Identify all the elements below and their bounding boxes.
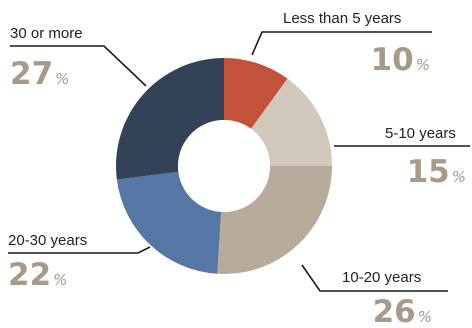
donut-slice <box>116 171 222 274</box>
donut-slice <box>115 57 224 180</box>
slice-label: 10-20 years 26% <box>301 264 448 328</box>
value-label: 22% <box>8 257 67 293</box>
value-label: 27% <box>10 56 69 92</box>
donut-slice <box>217 166 332 275</box>
value-label: 10% <box>371 42 430 78</box>
value-label: 26% <box>373 294 432 328</box>
donut-slices <box>115 57 332 275</box>
slice-label: 5-10 years 15% <box>334 125 470 190</box>
category-label: 30 or more <box>10 25 83 42</box>
slice-label: Less than 5 years 10% <box>251 10 432 78</box>
leader-line <box>8 246 151 254</box>
value-label: 15% <box>407 154 466 190</box>
leader-line <box>251 31 432 56</box>
donut-labels: Less than 5 years 10 % 5-10 years 15 % 10-20 y… <box>8 10 470 328</box>
leader-line <box>10 45 147 87</box>
category-label: 10-20 years <box>342 269 421 286</box>
donut-slice <box>251 78 332 166</box>
leader-line <box>301 264 448 292</box>
slice-label: 30 or more 27% <box>10 25 147 92</box>
category-label: 5-10 years <box>385 125 456 142</box>
category-label: Less than 5 years <box>283 10 401 27</box>
slice-label: 20-30 years 22% <box>8 232 151 293</box>
donut-slice <box>224 58 288 129</box>
donut-hole <box>178 120 270 212</box>
category-label: 20-30 years <box>8 232 87 249</box>
